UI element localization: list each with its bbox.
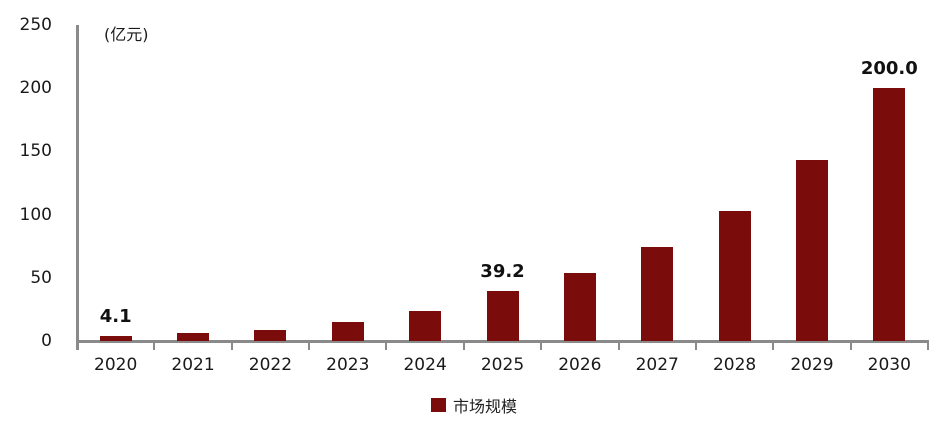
- y-tick-label: 250: [19, 15, 52, 35]
- bar-2022: [254, 329, 287, 341]
- bar-2026: [563, 272, 596, 341]
- bar-2029: [795, 160, 828, 341]
- legend: 市场规模: [430, 393, 518, 417]
- x-axis-tick: [308, 340, 311, 350]
- legend-swatch-icon: [430, 398, 446, 412]
- bar-2025: [486, 291, 519, 341]
- y-axis-tick-labels: 0 50 100 150 200 250: [0, 0, 52, 424]
- y-tick-label: 0: [41, 331, 52, 351]
- y-tick-label: 200: [19, 78, 52, 99]
- x-axis-tick: [540, 340, 543, 350]
- x-axis-label-2022: 2022: [248, 355, 293, 375]
- data-label-2025: 39.2: [480, 261, 525, 283]
- y-tick-label: 50: [30, 267, 52, 288]
- y-axis-unit-label: (亿元): [104, 25, 149, 44]
- x-axis-label-2028: 2028: [712, 355, 757, 375]
- x-axis-tick: [230, 340, 233, 350]
- x-axis-label-2029: 2029: [790, 355, 834, 375]
- x-axis-tick: [385, 340, 388, 350]
- bar-2021: [177, 333, 210, 341]
- x-axis-label-2023: 2023: [326, 355, 370, 375]
- x-axis-tick: [617, 340, 620, 350]
- x-axis-tick: [772, 340, 775, 350]
- legend-series-label: 市场规模: [452, 397, 518, 416]
- bar-2024: [409, 310, 442, 341]
- x-axis-label-2027: 2027: [635, 355, 679, 375]
- x-axis-line: [76, 340, 929, 343]
- x-axis-tick: [462, 340, 465, 350]
- bar-2027: [641, 247, 674, 341]
- x-axis-label-2024: 2024: [403, 355, 447, 375]
- x-axis-label-2026: 2026: [558, 355, 602, 375]
- x-axis-label-2021: 2021: [171, 355, 215, 375]
- data-label-2020: 4.1: [99, 305, 132, 327]
- y-tick-label: 100: [19, 204, 52, 225]
- x-axis-label-2025: 2025: [480, 355, 525, 375]
- x-axis-tick: [849, 340, 852, 350]
- x-axis-tick: [153, 340, 156, 350]
- x-axis-tick: [927, 340, 929, 350]
- y-axis-line: [76, 25, 79, 350]
- data-label-2030: 200.0: [860, 58, 918, 80]
- x-axis-label-2030: 2030: [867, 355, 911, 375]
- x-axis-label-2020: 2020: [94, 355, 138, 375]
- x-axis-tick: [694, 340, 697, 350]
- bar-2028: [718, 210, 751, 341]
- bar-2023: [331, 322, 364, 341]
- y-tick-label: 150: [19, 141, 52, 162]
- bar-2020: [99, 335, 132, 341]
- bar-2030: [873, 88, 906, 341]
